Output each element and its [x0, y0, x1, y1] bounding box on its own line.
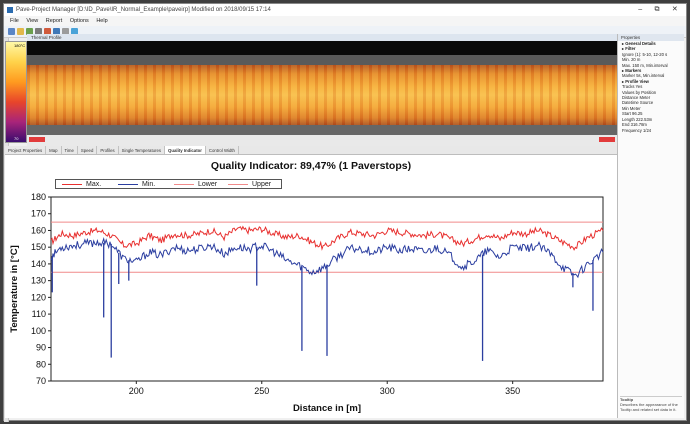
menu-view[interactable]: View	[26, 18, 39, 24]
close-icon[interactable]: ✕	[671, 6, 678, 13]
y-tick-label: 70	[36, 376, 46, 386]
window-controls: – ⧉ ✕	[632, 4, 684, 16]
tab-profiles[interactable]: Profiles	[97, 146, 119, 154]
new-icon[interactable]	[8, 28, 15, 35]
x-tick-label: 250	[254, 386, 269, 396]
y-tick-label: 130	[31, 276, 46, 286]
app-icon	[7, 7, 13, 13]
property-row[interactable]: Marker 5s, Min.interval	[622, 73, 665, 79]
menu-help[interactable]: Help	[96, 18, 108, 24]
export-icon[interactable]	[53, 28, 60, 35]
title-bar: Pave-Project Manager [D:\ID_Pave\IR_Norm…	[4, 4, 686, 16]
tab-quality-indicator[interactable]: Quality Indicator	[165, 146, 206, 154]
y-tick-label: 100	[31, 326, 46, 336]
y-tick-label: 110	[32, 309, 46, 319]
y-tick-label: 150	[31, 242, 46, 252]
tab-time[interactable]: Time	[62, 146, 78, 154]
menu-file[interactable]: File	[10, 18, 19, 24]
tab-map[interactable]: Map	[46, 146, 62, 154]
tooltip-text: Describes the appearance of the Tooltip …	[620, 402, 678, 412]
tab-single-temperatures[interactable]: Single Temperatures	[119, 146, 166, 154]
range-end-marker[interactable]	[599, 137, 615, 142]
legend-max-label: Max.	[86, 181, 102, 188]
legend-min-label: Min.	[142, 181, 156, 188]
analysis-tab-bar: Project Properties Map Time Speed Profiles Si…	[5, 146, 617, 155]
window-title: Pave-Project Manager [D:\ID_Pave\IR_Norm…	[16, 7, 271, 13]
save-icon[interactable]	[26, 28, 33, 35]
property-row[interactable]: Max. 150 m, Min.interval	[622, 62, 668, 68]
tab-control-width[interactable]: Control Width	[206, 146, 239, 154]
color-scale-top-label: 180°C	[14, 43, 26, 48]
x-tick-label: 350	[505, 386, 520, 396]
property-row[interactable]: End 316.78m	[622, 122, 647, 128]
property-row[interactable]: Distance Meter	[622, 95, 651, 101]
property-row[interactable]: Ignore (1): 5-10, 12-20 s	[622, 51, 668, 57]
thermal-image[interactable]	[27, 65, 617, 125]
property-row[interactable]: Min Meter	[622, 105, 641, 111]
strip-edge-top	[27, 55, 617, 65]
legend-lower-swatch	[174, 184, 194, 185]
plot-area-frame	[50, 196, 604, 382]
property-row[interactable]: Frequency 1/24	[622, 127, 652, 133]
tooltip-box: Tooltip Describes the appearance of the …	[620, 396, 682, 416]
quality-indicator-plot: Quality Indicator: 89,47% (1 Paverstops)…	[5, 155, 617, 418]
minimize-icon[interactable]: –	[638, 6, 643, 13]
x-tick-label: 200	[129, 386, 144, 396]
property-row[interactable]: Values by Position	[622, 89, 657, 95]
restore-icon[interactable]: ⧉	[654, 6, 660, 13]
menu-bar: File View Report Options Help	[4, 16, 686, 26]
range-start-marker[interactable]	[29, 137, 45, 142]
legend-upper-label: Upper	[252, 181, 272, 188]
legend-upper-swatch	[228, 184, 248, 185]
y-tick-label: 160	[31, 225, 46, 235]
report-icon[interactable]	[44, 28, 51, 35]
y-axis-label: Temperature in [°C]	[9, 245, 20, 333]
properties-panel: Properties ▸ General Details ▸ Filter Igno…	[617, 34, 684, 418]
strip-top-band	[27, 41, 617, 55]
legend-max-swatch	[62, 184, 82, 185]
open-icon[interactable]	[17, 28, 24, 35]
x-axis-label: Distance in [m]	[293, 403, 361, 414]
x-tick-label: 300	[380, 386, 395, 396]
property-row[interactable]: Datetime Source	[622, 100, 654, 106]
property-section-header[interactable]: ▸ Markers	[622, 68, 642, 74]
y-tick-label: 120	[31, 292, 46, 302]
temperature-chart[interactable]: 70 80 90 100 110 120 130 140 150 160 170 180 200 250 3…	[5, 155, 617, 418]
property-row[interactable]: Start 96.25	[622, 111, 643, 117]
help-icon[interactable]	[71, 28, 78, 35]
y-tick-label: 80	[36, 359, 46, 369]
property-section-header[interactable]: ▸ General Details	[622, 41, 656, 46]
legend-lower-label: Lower	[198, 181, 218, 188]
properties-title: Properties	[618, 34, 684, 41]
chart-title: Quality Indicator: 89,47% (1 Paverstops)	[210, 160, 412, 172]
property-row[interactable]: Length 222.53m	[622, 116, 653, 122]
color-scale-bottom-label: 70	[14, 136, 19, 141]
y-tick-label: 140	[31, 259, 46, 269]
y-tick-label: 180	[31, 192, 46, 202]
series-max-line	[50, 225, 604, 251]
color-scale-bar: 180°C 70	[5, 41, 27, 143]
y-tick-label: 170	[31, 209, 46, 219]
strip-edge-bottom	[27, 125, 617, 135]
y-tick-label: 90	[36, 343, 46, 353]
settings-icon[interactable]	[62, 28, 69, 35]
tab-speed[interactable]: Speed	[78, 146, 98, 154]
tooltip-title: Tooltip	[620, 397, 634, 402]
menu-report[interactable]: Report	[45, 18, 63, 24]
property-row[interactable]: Tracks Yes	[622, 84, 643, 90]
property-row[interactable]: Min. 20 m	[622, 57, 641, 63]
menu-options[interactable]: Options	[69, 18, 89, 24]
thermal-strip-panel: Thermal Profile	[27, 34, 617, 146]
thermal-strip-tab[interactable]: Thermal Profile	[27, 34, 617, 41]
series-min-line	[50, 236, 604, 279]
property-section-header[interactable]: ▸ Filter	[622, 46, 636, 52]
properties-list: ▸ General Details ▸ Filter Ignore (1): 5-1…	[618, 41, 684, 133]
tab-project-properties[interactable]: Project Properties	[5, 146, 47, 154]
chart-legend: Max. Min. Lower Upper	[55, 179, 282, 189]
print-icon[interactable]	[35, 28, 42, 35]
legend-min-swatch	[118, 184, 138, 185]
strip-scrollbar[interactable]	[27, 135, 617, 146]
property-section-header[interactable]: ▸ Profile View	[622, 78, 649, 84]
